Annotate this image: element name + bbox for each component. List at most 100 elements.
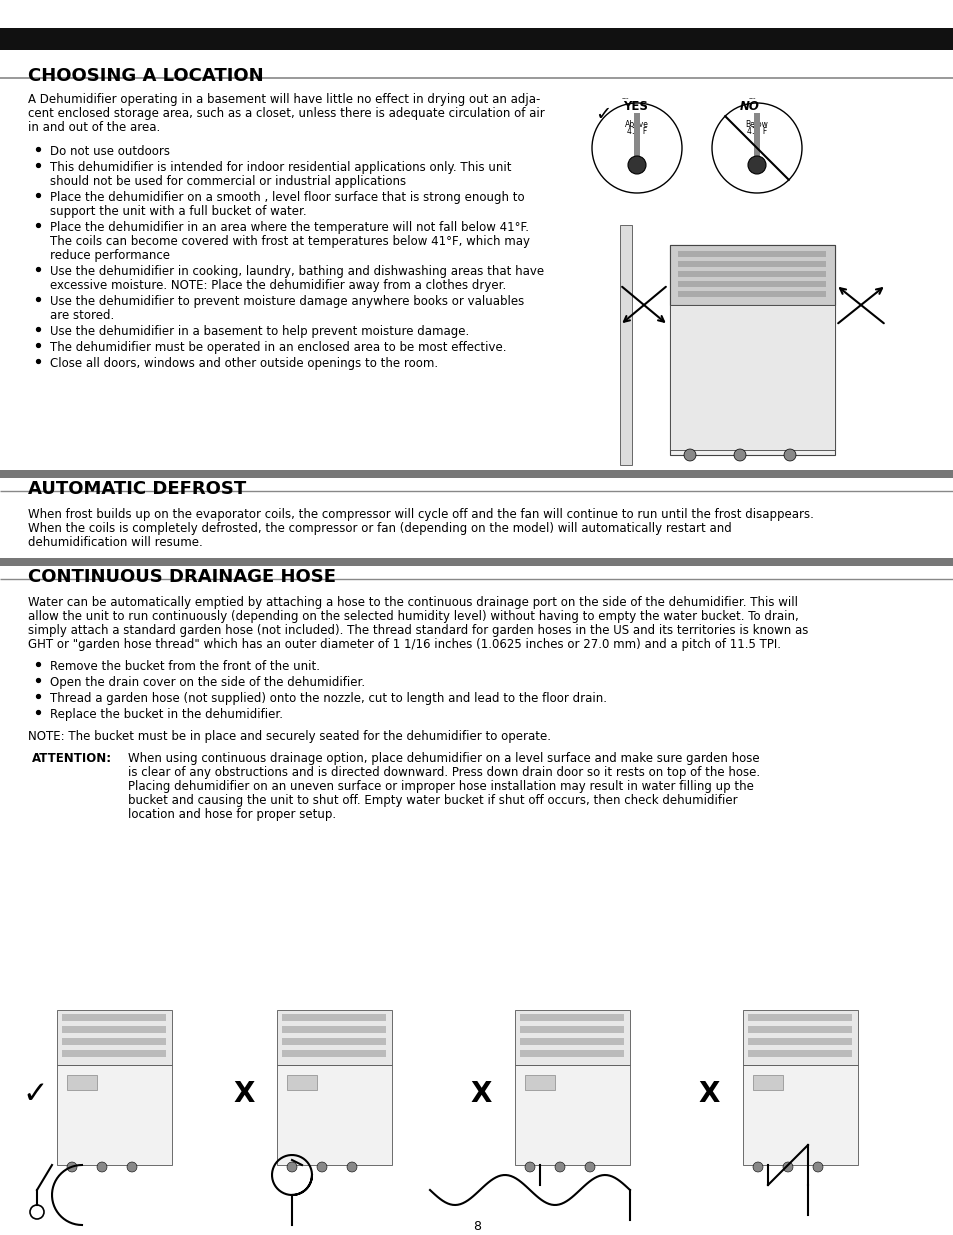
Bar [742, 1010, 857, 1065]
Text: A Dehumidifier operating in a basement will have little no effect in drying out : A Dehumidifier operating in a basement w… [28, 93, 539, 106]
Bar [634, 112, 639, 163]
Bar [747, 1050, 851, 1057]
Text: Thread a garden hose (not supplied) onto the nozzle, cut to length and lead to t: Thread a garden hose (not supplied) onto… [50, 692, 606, 705]
Text: Use the dehumidifier to prevent moisture damage anywhere books or valuables: Use the dehumidifier to prevent moisture… [50, 295, 524, 308]
Bar [519, 1037, 623, 1045]
Text: Below: Below [745, 120, 767, 128]
Bar [519, 1050, 623, 1057]
Text: ✓: ✓ [22, 1079, 48, 1109]
Circle shape [584, 1162, 595, 1172]
Text: Replace the bucket in the dehumidifier.: Replace the bucket in the dehumidifier. [50, 708, 283, 721]
Text: Place the dehumidifier on a smooth , level floor surface that is strong enough t: Place the dehumidifier on a smooth , lev… [50, 191, 524, 204]
Bar [67, 1074, 97, 1091]
Text: allow the unit to run continuously (depending on the selected humidity level) wi: allow the unit to run continuously (depe… [28, 610, 798, 622]
Bar [669, 245, 834, 305]
Text: Open the drain cover on the side of the dehumidifier.: Open the drain cover on the side of the … [50, 676, 365, 689]
Text: excessive moisture. NOTE: Place the dehumidifier away from a clothes dryer.: excessive moisture. NOTE: Place the dehu… [50, 279, 506, 291]
Text: is clear of any obstructions and is directed downward. Press down drain door so : is clear of any obstructions and is dire… [128, 766, 760, 779]
Bar [276, 1065, 392, 1165]
Bar [62, 1037, 166, 1045]
Text: Place the dehumidifier in an area where the temperature will not fall below 41°F: Place the dehumidifier in an area where … [50, 221, 529, 233]
Text: 41° F: 41° F [746, 127, 766, 136]
Bar [524, 1074, 555, 1091]
Circle shape [783, 450, 795, 461]
Text: ATTENTION:: ATTENTION: [32, 752, 112, 764]
Circle shape [347, 1162, 356, 1172]
Text: in and out of the area.: in and out of the area. [28, 121, 160, 135]
Bar [62, 1050, 166, 1057]
Text: When the coils is completely defrosted, the compressor or fan (depending on the : When the coils is completely defrosted, … [28, 522, 731, 535]
Circle shape [782, 1162, 792, 1172]
Text: ✓: ✓ [595, 105, 611, 124]
Text: ---: --- [747, 95, 755, 101]
Text: CONTINUOUS DRAINAGE HOSE: CONTINUOUS DRAINAGE HOSE [28, 568, 335, 585]
Bar [678, 251, 825, 257]
Text: 8: 8 [473, 1220, 480, 1233]
Circle shape [812, 1162, 822, 1172]
Text: 41° F: 41° F [626, 127, 646, 136]
Bar [282, 1050, 386, 1057]
Text: bucket and causing the unit to shut off. Empty water bucket if shut off occurs, : bucket and causing the unit to shut off.… [128, 794, 737, 806]
Text: GHT or "garden hose thread" which has an outer diameter of 1 1/16 inches (1.0625: GHT or "garden hose thread" which has an… [28, 638, 781, 651]
Bar [747, 1014, 851, 1021]
Bar [62, 1026, 166, 1032]
Bar [515, 1065, 629, 1165]
Bar [669, 305, 834, 450]
Circle shape [97, 1162, 107, 1172]
Text: Use the dehumidifier in cooking, laundry, bathing and dishwashing areas that hav: Use the dehumidifier in cooking, laundry… [50, 266, 543, 278]
Bar [276, 1010, 392, 1065]
Circle shape [316, 1162, 327, 1172]
Bar [752, 1074, 782, 1091]
Bar [519, 1026, 623, 1032]
Bar [678, 261, 825, 267]
Text: reduce performance: reduce performance [50, 249, 170, 262]
Circle shape [127, 1162, 137, 1172]
Bar [0, 558, 953, 566]
Text: X: X [470, 1079, 491, 1108]
Text: YES: YES [622, 100, 647, 112]
Text: support the unit with a full bucket of water.: support the unit with a full bucket of w… [50, 205, 306, 219]
Text: This dehumidifier is intended for indoor residential applications only. This uni: This dehumidifier is intended for indoor… [50, 161, 511, 174]
Text: Water can be automatically emptied by attaching a hose to the continuous drainag: Water can be automatically emptied by at… [28, 597, 797, 609]
Circle shape [524, 1162, 535, 1172]
Text: AUTOMATIC DEFROST: AUTOMATIC DEFROST [28, 480, 246, 498]
Text: Use the dehumidifier in a basement to help prevent moisture damage.: Use the dehumidifier in a basement to he… [50, 325, 469, 338]
Text: Do not use outdoors: Do not use outdoors [50, 144, 170, 158]
Text: When frost builds up on the evaporator coils, the compressor will cycle off and : When frost builds up on the evaporator c… [28, 508, 813, 521]
Text: The dehumidifier must be operated in an enclosed area to be most effective.: The dehumidifier must be operated in an … [50, 341, 506, 354]
Bar [678, 291, 825, 296]
Text: X: X [233, 1079, 254, 1108]
Bar [282, 1037, 386, 1045]
Text: should not be used for commercial or industrial applications: should not be used for commercial or ind… [50, 175, 406, 188]
Text: Close all doors, windows and other outside openings to the room.: Close all doors, windows and other outsi… [50, 357, 437, 370]
Text: are stored.: are stored. [50, 309, 114, 322]
Bar [0, 471, 953, 478]
Bar [678, 270, 825, 277]
Bar [619, 225, 631, 466]
Bar [669, 245, 834, 454]
Text: When using continuous drainage option, place dehumidifier on a level surface and: When using continuous drainage option, p… [128, 752, 759, 764]
Text: ---: --- [620, 95, 628, 101]
Bar [678, 282, 825, 287]
Text: dehumidification will resume.: dehumidification will resume. [28, 536, 203, 550]
Bar [282, 1014, 386, 1021]
Circle shape [752, 1162, 762, 1172]
Bar [57, 1065, 172, 1165]
Text: X: X [698, 1079, 719, 1108]
Circle shape [627, 156, 645, 174]
Text: simply attach a standard garden hose (not included). The thread standard for gar: simply attach a standard garden hose (no… [28, 624, 807, 637]
Text: NOTE: The bucket must be in place and securely seated for the dehumidifier to op: NOTE: The bucket must be in place and se… [28, 730, 551, 743]
Circle shape [747, 156, 765, 174]
Circle shape [67, 1162, 77, 1172]
Text: Placing dehumidifier on an uneven surface or improper hose installation may resu: Placing dehumidifier on an uneven surfac… [128, 781, 753, 793]
Text: Remove the bucket from the front of the unit.: Remove the bucket from the front of the … [50, 659, 319, 673]
Text: location and hose for proper setup.: location and hose for proper setup. [128, 808, 335, 821]
Circle shape [555, 1162, 564, 1172]
Bar [282, 1026, 386, 1032]
Text: NO: NO [740, 100, 760, 112]
Bar [753, 112, 760, 163]
Circle shape [287, 1162, 296, 1172]
Bar [287, 1074, 316, 1091]
Text: cent enclosed storage area, such as a closet, unless there is adequate circulati: cent enclosed storage area, such as a cl… [28, 107, 544, 120]
Bar [747, 1037, 851, 1045]
